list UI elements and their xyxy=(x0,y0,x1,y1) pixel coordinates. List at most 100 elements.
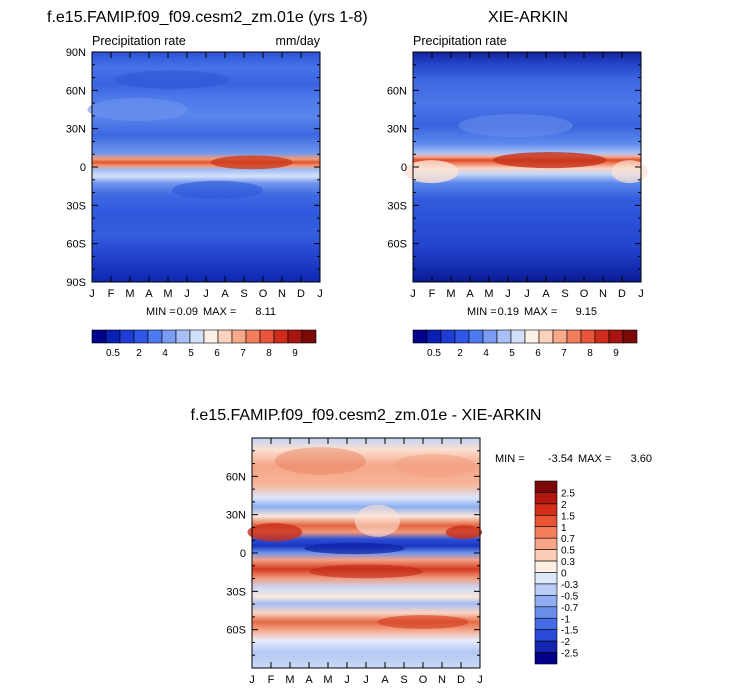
y-tick-label: 60S xyxy=(66,239,86,251)
colorbar-label: -2.5 xyxy=(561,649,579,660)
colorbar-swatch xyxy=(231,329,247,344)
field-obs-feature xyxy=(611,160,648,184)
colorbar-swatch xyxy=(534,492,558,505)
panel-model-subtitle-left: Precipitation rate xyxy=(92,34,186,48)
colorbar-label: -1.5 xyxy=(561,626,579,637)
x-tick-label: M xyxy=(285,674,294,686)
x-tick-label: S xyxy=(240,288,247,300)
y-tick-label: 0 xyxy=(240,548,246,560)
x-tick-label: J xyxy=(524,288,530,300)
x-tick-label: A xyxy=(466,288,474,300)
panel-obs-min-label: MIN = xyxy=(467,306,497,318)
colorbar-label: 4 xyxy=(483,348,489,359)
y-tick-label: 30S xyxy=(387,200,407,212)
x-tick-label: D xyxy=(297,288,305,300)
colorbar-swatch xyxy=(245,329,261,344)
field-diff-feature xyxy=(247,523,303,542)
panel-obs-min-value: 0.19 xyxy=(498,306,519,318)
colorbar-swatch xyxy=(161,329,177,344)
colorbar-swatch xyxy=(534,526,558,539)
colorbar-swatch xyxy=(566,329,582,344)
colorbar-label: -0.7 xyxy=(561,603,579,614)
panel-diff-max-label: MAX = xyxy=(578,453,611,465)
x-tick-label: N xyxy=(599,288,607,300)
x-tick-label: J xyxy=(89,288,95,300)
x-tick-label: D xyxy=(618,288,626,300)
panel-model-max-label: MAX = xyxy=(203,306,236,318)
colorbar-swatch xyxy=(412,329,428,344)
field-diff-feature xyxy=(304,542,405,555)
colorbar-label: -1 xyxy=(561,614,570,625)
colorbar-label: 2.5 xyxy=(561,488,575,499)
colorbar-label: -0.5 xyxy=(561,591,579,602)
colorbar-swatch xyxy=(203,329,219,344)
x-tick-label: M xyxy=(484,288,493,300)
y-tick-label: 30N xyxy=(387,124,407,136)
panel-diff-min-label: MIN = xyxy=(495,453,525,465)
colorbar-swatch xyxy=(534,503,558,516)
y-tick-label: 30N xyxy=(66,124,86,136)
colorbar-label: -2 xyxy=(561,637,570,648)
x-tick-label: O xyxy=(580,288,589,300)
x-tick-label: J xyxy=(505,288,511,300)
x-tick-label: J xyxy=(203,288,209,300)
colorbar-swatch xyxy=(524,329,540,344)
colorbar-swatch xyxy=(534,537,558,550)
field-diff-feature xyxy=(274,447,366,475)
colorbar-label: 5 xyxy=(188,348,194,359)
panel-obs-max-label: MAX = xyxy=(524,306,557,318)
colorbar-label: 2 xyxy=(561,500,567,511)
colorbar-swatch xyxy=(538,329,554,344)
x-tick-label: J xyxy=(249,674,255,686)
y-tick-label: 0 xyxy=(401,162,407,174)
x-tick-label: F xyxy=(429,288,436,300)
colorbar-label: 7 xyxy=(240,348,246,359)
field-diff-feature xyxy=(445,525,483,540)
x-tick-label: M xyxy=(446,288,455,300)
y-tick-label: 60N xyxy=(387,85,407,97)
x-tick-label: M xyxy=(125,288,134,300)
field-model-feature xyxy=(171,180,263,200)
colorbar-label: 2 xyxy=(136,348,142,359)
colorbar-label: 0 xyxy=(561,569,567,580)
colorbar-label: 9 xyxy=(613,348,619,359)
field-diff-feature xyxy=(354,504,401,537)
x-tick-label: F xyxy=(108,288,115,300)
y-tick-label: 60S xyxy=(387,239,407,251)
x-tick-label: A xyxy=(381,674,389,686)
colorbar-swatch xyxy=(534,560,558,573)
y-tick-label: 60S xyxy=(226,625,246,637)
x-tick-label: J xyxy=(638,288,644,300)
colorbar-swatch xyxy=(105,329,121,344)
x-tick-label: A xyxy=(305,674,313,686)
colorbar-swatch xyxy=(534,515,558,528)
y-tick-label: 30S xyxy=(226,586,246,598)
y-tick-label: 0 xyxy=(80,162,86,174)
colorbar-swatch xyxy=(133,329,149,344)
x-tick-label: J xyxy=(477,674,483,686)
y-tick-label: 90N xyxy=(66,47,86,59)
colorbar-swatch xyxy=(534,617,558,630)
panel-obs-max-value: 9.15 xyxy=(576,306,597,318)
y-tick-label: 30S xyxy=(66,200,86,212)
colorbar-label: 9 xyxy=(292,348,298,359)
colorbar-swatch xyxy=(482,329,498,344)
x-tick-label: J xyxy=(184,288,190,300)
y-tick-label: 30N xyxy=(226,510,246,522)
field-diff-feature xyxy=(393,454,476,478)
colorbar-label: 0.3 xyxy=(561,557,575,568)
colorbar-label: 1 xyxy=(561,523,567,534)
colorbar-swatch xyxy=(534,640,558,653)
colorbar-label: 6 xyxy=(535,348,541,359)
y-tick-label: 60N xyxy=(66,85,86,97)
x-tick-label: O xyxy=(419,674,428,686)
colorbar-label: 7 xyxy=(561,348,567,359)
colorbar-label: 0.5 xyxy=(427,348,441,359)
colorbar-swatch xyxy=(119,329,135,344)
x-tick-label: M xyxy=(163,288,172,300)
colorbar-swatch xyxy=(534,629,558,642)
colorbar-swatch xyxy=(189,329,205,344)
x-tick-label: F xyxy=(268,674,275,686)
